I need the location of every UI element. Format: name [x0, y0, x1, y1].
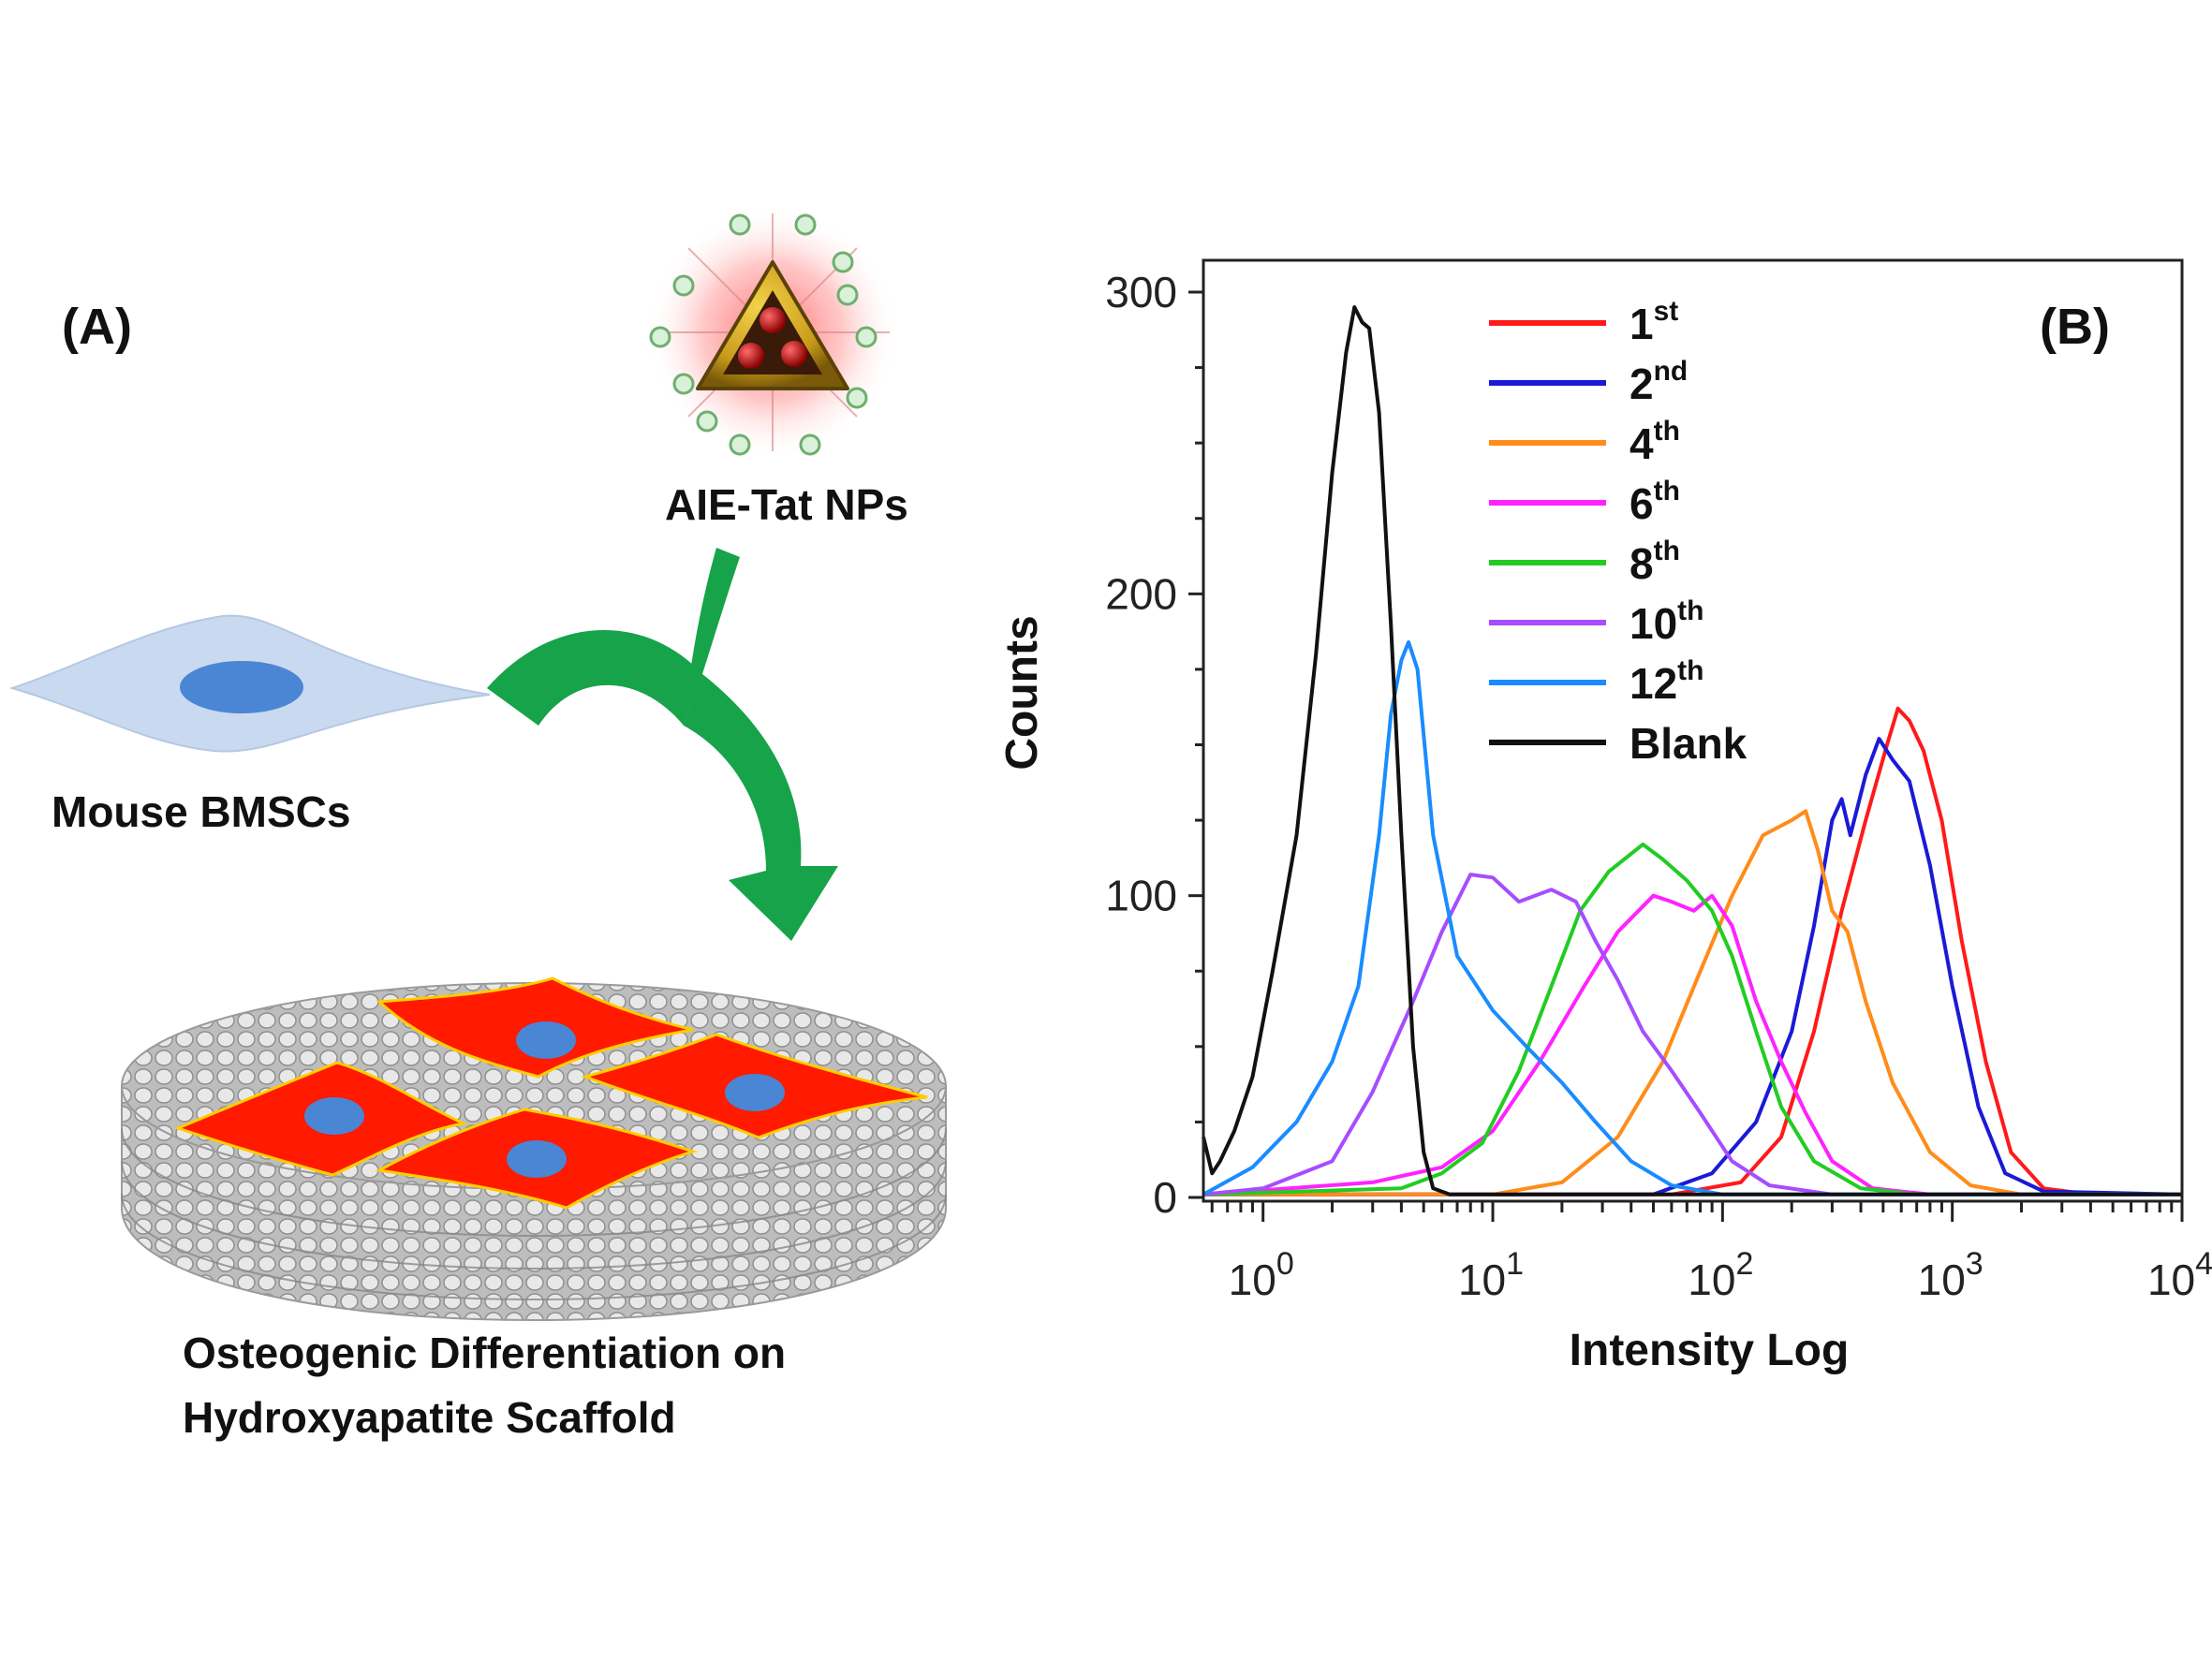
x-tick-label: 104 — [2147, 1246, 2212, 1304]
x-tick-label: 100 — [1229, 1246, 1294, 1304]
legend-entry-blank: Blank — [1630, 719, 1747, 768]
nanoparticle-label: AIE-Tat NPs — [665, 480, 908, 529]
y-axis: 0 100 200 300 — [1105, 268, 1203, 1222]
series-line-blank — [1202, 305, 2182, 1197]
bmsc-cell — [8, 614, 491, 753]
x-axis: 100 101 102 103 104 — [1210, 1201, 2212, 1304]
series-line-4 — [1203, 809, 2182, 1197]
legend-entry-8: 8th — [1630, 536, 1680, 588]
hydroxyapatite-scaffold — [121, 976, 947, 1322]
x-tick-label: 101 — [1458, 1246, 1524, 1304]
y-tick-label: 300 — [1105, 268, 1177, 316]
x-axis-label: Intensity Log — [1570, 1326, 1850, 1375]
series-line-10 — [1202, 873, 2182, 1197]
legend-entry-4: 4th — [1630, 416, 1680, 468]
x-tick-label: 102 — [1688, 1246, 1753, 1304]
scaffold-caption-line2: Hydroxyapatite Scaffold — [183, 1393, 676, 1442]
series-line-1 — [1203, 706, 2182, 1197]
legend-entry-12: 12th — [1630, 655, 1704, 708]
series-line-2 — [1203, 737, 2183, 1197]
series-line-8 — [1202, 842, 2182, 1197]
legend-entry-6: 6th — [1630, 476, 1680, 528]
cell-label: Mouse BMSCs — [52, 787, 351, 836]
plot-lines — [1202, 305, 2183, 1197]
legend: 1st 2nd 4th 6th 8th 10th 12th Blank — [1489, 296, 1747, 768]
x-tick-label: 103 — [1918, 1246, 1983, 1304]
legend-entry-10: 10th — [1630, 595, 1704, 648]
scaffold-caption-line1: Osteogenic Differentiation on — [183, 1329, 787, 1377]
plot-frame — [1202, 258, 2184, 1203]
panel-b-label: (B) — [2040, 299, 2110, 355]
legend-entry-2: 2nd — [1630, 356, 1688, 408]
series-line-12 — [1202, 639, 2182, 1197]
panel-a-label: (A) — [62, 299, 132, 355]
series-line-6 — [1202, 893, 2182, 1197]
y-tick-label: 100 — [1105, 872, 1177, 920]
y-tick-label: 200 — [1105, 569, 1177, 618]
y-axis-label: Counts — [997, 615, 1047, 770]
nanoparticle-illustration — [646, 206, 899, 459]
curved-arrow — [487, 548, 838, 941]
legend-entry-1: 1st — [1630, 296, 1678, 348]
y-tick-label: 0 — [1153, 1173, 1177, 1222]
